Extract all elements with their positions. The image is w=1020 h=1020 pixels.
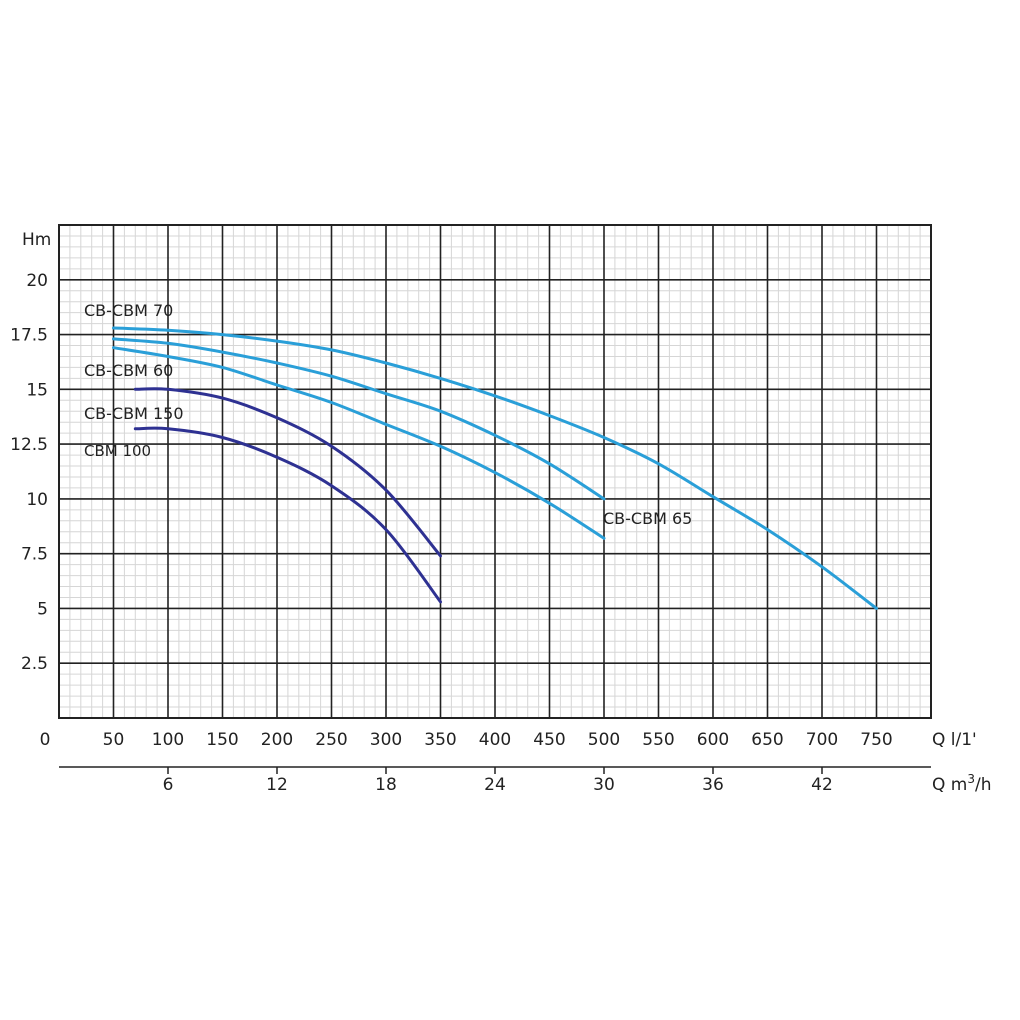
y-tick-label: 2.5 bbox=[21, 654, 48, 674]
plot-frame bbox=[58, 224, 932, 719]
series-label-3: CB-CBM 150 bbox=[84, 404, 184, 423]
curves bbox=[112, 326, 878, 610]
x-tick-label: 200 bbox=[261, 730, 293, 750]
y-axis-label: Hm bbox=[22, 230, 51, 250]
y-tick-label: 20 bbox=[26, 271, 48, 291]
y-tick-label: 7.5 bbox=[21, 545, 48, 565]
y-tick-label: 5 bbox=[37, 599, 48, 619]
x-tick-label: 550 bbox=[642, 730, 674, 750]
series-line-3 bbox=[133, 387, 442, 558]
x-tick-label: 300 bbox=[370, 730, 402, 750]
x-tick-label: 0 bbox=[40, 730, 51, 750]
x-axis-label-primary: Q l/1' bbox=[932, 730, 977, 750]
series-label-0: CB-CBM 70 bbox=[84, 301, 173, 320]
y-tick-label: 12.5 bbox=[10, 435, 48, 455]
x-tick-label: 450 bbox=[533, 730, 565, 750]
series-label-4: CBM 100 bbox=[84, 442, 151, 460]
x2-tick-label: 6 bbox=[163, 775, 174, 795]
y-tick-label: 10 bbox=[26, 490, 48, 510]
series-line-4 bbox=[133, 426, 442, 604]
x-tick-label: 700 bbox=[806, 730, 838, 750]
series-label-1: CB-CBM 60 bbox=[84, 361, 173, 380]
y-tick-labels: 2.5 5 7.5 10 12.5 15 17.5 20 bbox=[10, 271, 48, 674]
x-tick-labels: 0 50 100 150 200 250 300 350 400 450 500 550 600 650 7… bbox=[40, 730, 893, 750]
x2-tick-label: 12 bbox=[266, 775, 288, 795]
x-tick-label: 500 bbox=[588, 730, 620, 750]
x-tick-label: 750 bbox=[860, 730, 892, 750]
x2-tick-label: 36 bbox=[702, 775, 724, 795]
series-label-2: CB-CBM 65 bbox=[603, 509, 692, 528]
y-tick-label: 15 bbox=[26, 380, 48, 400]
x-tick-label: 250 bbox=[315, 730, 347, 750]
x2-tick-label: 18 bbox=[375, 775, 397, 795]
x-axis-label-secondary: Q m3/h bbox=[932, 772, 992, 795]
x-tick-label: 150 bbox=[206, 730, 238, 750]
series-line-2 bbox=[112, 346, 606, 540]
curve-labels: CB-CBM 70 CB-CBM 60 CB-CBM 65 CB-CBM 150 CBM… bbox=[84, 301, 692, 528]
x2-tick-label: 42 bbox=[811, 775, 833, 795]
y-tick-label: 17.5 bbox=[10, 326, 48, 346]
x-tick-label: 100 bbox=[152, 730, 184, 750]
series-line-0 bbox=[112, 326, 878, 610]
series-line-1 bbox=[112, 337, 606, 501]
x2-tick-label: 30 bbox=[593, 775, 615, 795]
x-tick-label: 400 bbox=[479, 730, 511, 750]
major-grid bbox=[59, 225, 931, 718]
secondary-x-axis: 6 12 18 24 30 36 42 bbox=[59, 766, 931, 795]
x-tick-label: 350 bbox=[424, 730, 456, 750]
x-tick-label: 650 bbox=[751, 730, 783, 750]
x-tick-label: 50 bbox=[103, 730, 125, 750]
x2-tick-label: 24 bbox=[484, 775, 506, 795]
x-tick-label: 600 bbox=[697, 730, 729, 750]
